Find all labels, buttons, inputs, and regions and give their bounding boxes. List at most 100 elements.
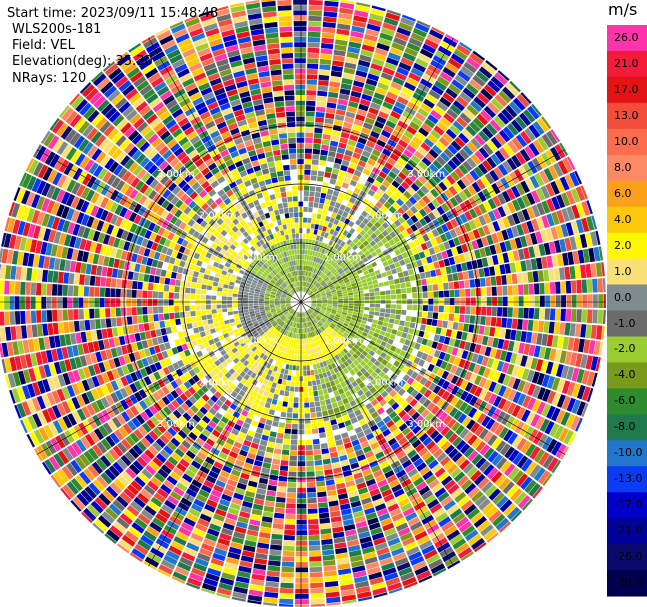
velocity-gate xyxy=(506,274,513,285)
velocity-gate xyxy=(403,149,413,159)
velocity-gate xyxy=(297,344,300,350)
velocity-gate xyxy=(280,411,287,418)
velocity-gate xyxy=(460,297,466,306)
velocity-gate xyxy=(413,253,421,261)
velocity-gate xyxy=(380,205,388,213)
velocity-gate xyxy=(448,282,454,290)
velocity-gate xyxy=(492,208,502,220)
velocity-gate xyxy=(528,142,540,157)
velocity-gate xyxy=(306,455,314,461)
velocity-gate xyxy=(332,60,344,67)
velocity-gate xyxy=(346,201,354,209)
velocity-gate xyxy=(295,95,306,101)
velocity-gate xyxy=(404,257,411,265)
velocity-gate xyxy=(279,470,288,477)
velocity-gate xyxy=(555,178,565,193)
velocity-gate xyxy=(319,289,325,293)
velocity-gate xyxy=(316,276,320,281)
velocity-gate xyxy=(534,308,540,320)
velocity-gate xyxy=(482,160,493,172)
velocity-gate xyxy=(339,204,346,211)
velocity-gate xyxy=(279,593,294,599)
velocity-gate xyxy=(321,43,334,50)
velocity-gate xyxy=(366,264,373,270)
velocity-gate xyxy=(344,279,350,284)
velocity-gate xyxy=(521,194,531,208)
velocity-gate xyxy=(306,228,311,234)
velocity-gate xyxy=(298,402,304,408)
velocity-gate xyxy=(313,133,323,139)
velocity-gate xyxy=(359,98,371,107)
velocity-gate xyxy=(461,129,473,141)
velocity-gate xyxy=(587,309,593,324)
velocity-gate xyxy=(341,77,353,85)
velocity-gate xyxy=(274,512,285,519)
velocity-gate xyxy=(449,290,455,298)
velocity-gate xyxy=(518,307,524,319)
velocity-gate xyxy=(381,213,389,222)
velocity-gate xyxy=(449,197,459,207)
velocity-gate xyxy=(435,235,443,245)
velocity-gate xyxy=(485,277,491,287)
velocity-gate xyxy=(423,298,428,305)
velocity-gate xyxy=(333,163,341,170)
velocity-gate xyxy=(449,229,458,239)
velocity-gate xyxy=(465,173,475,184)
velocity-gate xyxy=(303,196,309,202)
velocity-gate xyxy=(405,199,414,209)
velocity-gate xyxy=(355,240,362,247)
velocity-gate xyxy=(371,251,378,258)
velocity-gate xyxy=(520,92,532,104)
velocity-gate xyxy=(555,295,561,308)
velocity-gate xyxy=(478,215,487,226)
velocity-gate xyxy=(95,319,101,329)
velocity-gate xyxy=(349,257,356,263)
velocity-gate xyxy=(440,41,455,52)
velocity-gate xyxy=(158,291,164,299)
velocity-gate xyxy=(353,15,368,23)
velocity-gate xyxy=(355,182,364,190)
velocity-gate xyxy=(357,250,364,257)
velocity-gate xyxy=(318,287,324,291)
velocity-gate xyxy=(502,296,508,307)
velocity-gate xyxy=(418,251,426,259)
velocity-gate xyxy=(62,284,68,296)
velocity-gate xyxy=(295,79,306,85)
velocity-gate xyxy=(296,540,308,546)
velocity-gate xyxy=(465,83,479,95)
velocity-gate xyxy=(312,154,320,160)
velocity-gate xyxy=(411,286,417,293)
velocity-gate xyxy=(325,112,335,120)
velocity-gate xyxy=(406,125,417,135)
velocity-gate xyxy=(285,417,292,424)
velocity-gate xyxy=(314,122,324,129)
velocity-gate xyxy=(381,166,391,175)
velocity-gate xyxy=(402,14,416,22)
velocity-gate xyxy=(406,77,419,87)
velocity-gate xyxy=(314,268,319,274)
velocity-gate xyxy=(310,582,324,589)
velocity-gate xyxy=(401,181,410,190)
velocity-gate xyxy=(483,200,492,212)
velocity-gate xyxy=(480,88,494,101)
velocity-gate xyxy=(307,290,312,295)
velocity-gate xyxy=(298,408,304,414)
velocity-gate xyxy=(518,166,529,179)
velocity-gate xyxy=(316,295,321,298)
velocity-gate xyxy=(303,265,306,271)
velocity-gate xyxy=(550,129,560,143)
velocity-gate xyxy=(401,230,409,238)
velocity-gate xyxy=(367,201,375,209)
velocity-gate xyxy=(136,290,143,298)
velocity-gate xyxy=(353,80,365,88)
velocity-gate xyxy=(428,89,441,100)
velocity-gate xyxy=(227,296,233,301)
velocity-gate xyxy=(559,176,570,191)
velocity-gate xyxy=(415,131,426,142)
velocity-gate xyxy=(336,288,342,292)
velocity-gate xyxy=(315,293,321,296)
velocity-gate xyxy=(296,365,300,371)
velocity-gate xyxy=(350,30,364,39)
velocity-gate xyxy=(184,305,190,312)
velocity-gate xyxy=(295,84,306,90)
